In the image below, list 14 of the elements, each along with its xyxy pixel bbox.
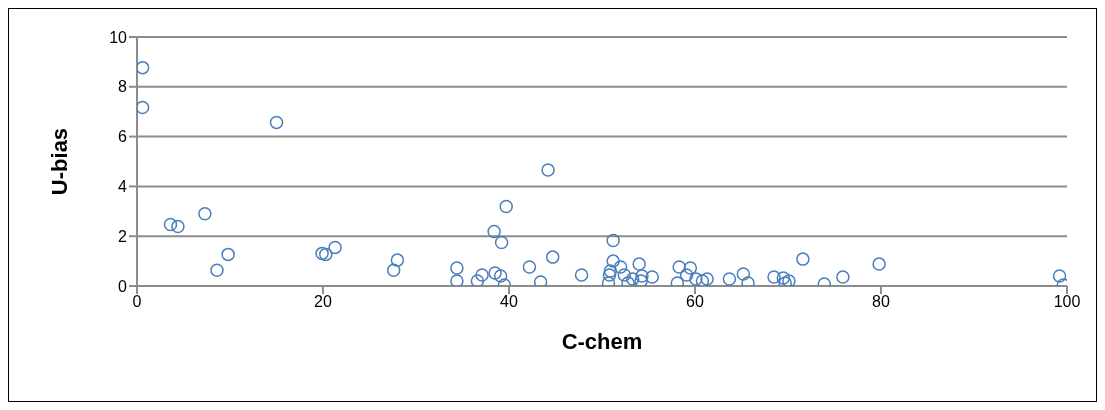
- x-tick-label: 40: [500, 293, 518, 311]
- x-tick-label: 0: [132, 293, 142, 311]
- x-tick-label: 60: [686, 293, 704, 311]
- x-tick-label: 80: [872, 293, 890, 311]
- x-axis-title: C-chem: [561, 329, 643, 354]
- y-tick-label: 8: [118, 78, 128, 96]
- y-tick-label: 2: [118, 227, 128, 245]
- y-tick-label: 4: [118, 178, 128, 196]
- y-tick-label: 10: [109, 28, 128, 46]
- y-tick-label: 6: [118, 128, 128, 146]
- x-tick-label: 100: [1053, 293, 1081, 311]
- x-tick-label: 20: [314, 293, 332, 311]
- y-tick-label: 0: [118, 277, 128, 295]
- y-axis-title: U-bias: [46, 127, 72, 196]
